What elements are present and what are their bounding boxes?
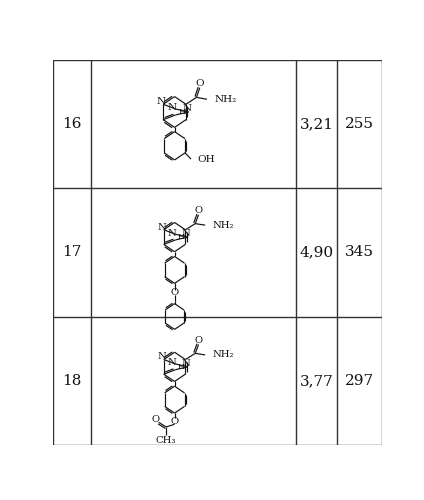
- Text: CH₃: CH₃: [156, 436, 176, 444]
- Text: OH: OH: [197, 154, 215, 164]
- Text: O: O: [151, 415, 159, 424]
- Text: 17: 17: [62, 246, 81, 260]
- Text: 297: 297: [345, 374, 374, 388]
- Text: 16: 16: [62, 117, 82, 131]
- Text: N: N: [181, 359, 190, 368]
- Text: 4,90: 4,90: [300, 246, 334, 260]
- Text: NH₂: NH₂: [212, 350, 234, 360]
- Text: N: N: [167, 358, 176, 368]
- Text: N: N: [167, 104, 176, 112]
- Text: O: O: [195, 206, 203, 215]
- Text: N: N: [158, 352, 167, 362]
- Text: O: O: [170, 288, 179, 297]
- Text: O: O: [195, 78, 204, 88]
- Text: N: N: [158, 222, 167, 232]
- Text: N: N: [182, 104, 191, 113]
- Text: H: H: [178, 233, 185, 241]
- Text: H: H: [178, 363, 185, 371]
- Text: N: N: [167, 228, 176, 237]
- Text: H: H: [179, 108, 186, 116]
- Text: 18: 18: [62, 374, 81, 388]
- Text: O: O: [195, 336, 203, 345]
- Text: 345: 345: [345, 246, 374, 260]
- Text: 3,21: 3,21: [300, 117, 334, 131]
- Text: NH₂: NH₂: [212, 220, 234, 230]
- Text: N: N: [181, 229, 190, 238]
- Text: O: O: [170, 418, 179, 426]
- Text: 3,77: 3,77: [300, 374, 334, 388]
- Text: 255: 255: [345, 117, 374, 131]
- Text: NH₂: NH₂: [215, 95, 237, 104]
- Text: N: N: [157, 97, 166, 106]
